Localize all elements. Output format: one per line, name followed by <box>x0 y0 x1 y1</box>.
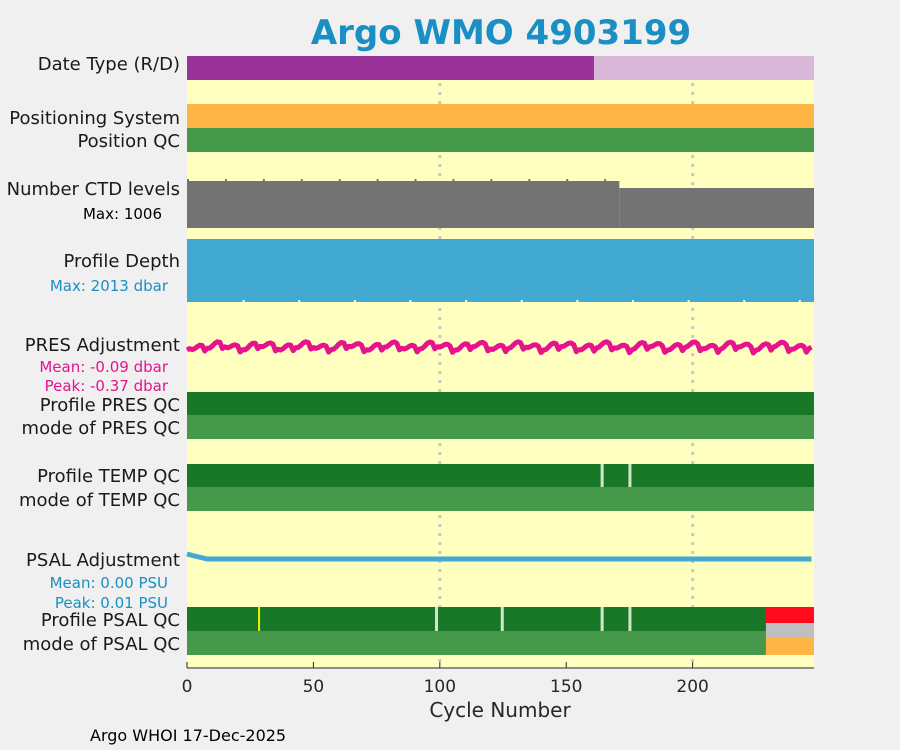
label-position-qc: Position QC <box>77 131 180 152</box>
ctd-level-mark <box>224 179 227 182</box>
ctd-level-mark <box>187 179 189 182</box>
profile-depth-gap <box>520 300 523 303</box>
ctd-level-mark <box>414 179 417 182</box>
label-profile-psal-qc: Profile PSAL QC <box>41 610 180 631</box>
mode-psal-qc-bar <box>187 631 766 655</box>
x-tick-label: 150 <box>550 677 582 697</box>
ctd-level-mark <box>604 179 607 182</box>
profile-depth-gap <box>353 300 356 303</box>
profile-psal-qc-missing-bar <box>765 623 814 638</box>
psal-peak-label: Peak: 0.01 PSU <box>55 594 168 612</box>
profile-temp-qc-exception <box>628 464 632 487</box>
profile-psal-qc-white-exception <box>435 607 439 631</box>
date-type-delayed-bar <box>594 56 814 80</box>
ctd-level-mark <box>262 179 265 182</box>
ctd-level-mark <box>566 179 569 182</box>
label-pres-adjustment: PRES Adjustment <box>25 335 180 356</box>
x-tick-label: 100 <box>424 677 456 697</box>
label-profile-temp-qc: Profile TEMP QC <box>37 466 180 487</box>
pres-adjustment-line <box>185 339 813 356</box>
ctd-level-mark <box>300 179 303 182</box>
ctd-level-mark <box>490 179 493 182</box>
psal-adjustment-line <box>186 551 812 562</box>
positioning-system-bar <box>187 104 814 128</box>
profile-depth-bar <box>187 239 814 302</box>
profile-depth-gap <box>298 300 301 303</box>
plot-background <box>187 56 814 668</box>
ctd-level-mark <box>528 179 531 182</box>
mode-temp-qc-bar <box>187 487 814 511</box>
label-date-type: Date Type (R/D) <box>38 54 180 75</box>
profile-depth-gap <box>743 300 746 303</box>
profile-depth-gap <box>798 300 801 303</box>
profile-psal-qc-bar <box>187 607 766 631</box>
label-positioning-system: Positioning System <box>9 108 180 129</box>
x-tick-label: 50 <box>303 677 325 697</box>
chart-title: Argo WMO 4903199 <box>311 13 691 53</box>
profile-psal-qc-white-exception <box>500 607 504 631</box>
label-mode-psal-qc: mode of PSAL QC <box>23 634 180 655</box>
x-axis-label: Cycle Number <box>429 698 571 722</box>
label-mode-pres-qc: mode of PRES QC <box>22 418 180 439</box>
label-ctd-levels: Number CTD levels <box>7 179 180 200</box>
profile-psal-qc-white-exception <box>628 607 632 631</box>
psal-mean-label: Mean: 0.00 PSU <box>50 574 168 592</box>
mode-psal-qc-probably-good-bar <box>765 638 814 655</box>
ctd-levels-bar-late <box>619 188 814 228</box>
pres-peak-label: Peak: -0.37 dbar <box>45 377 169 395</box>
status-rows <box>185 56 814 655</box>
profile-depth-gap <box>576 300 579 303</box>
ctd-level-mark <box>376 179 379 182</box>
footer-credit: Argo WHOI 17-Dec-2025 <box>90 726 286 745</box>
profile-depth-gap <box>687 300 690 303</box>
date-type-realtime-bar <box>187 56 595 80</box>
label-profile-depth: Profile Depth <box>63 251 180 272</box>
profile-depth-gap <box>409 300 412 303</box>
label-mode-temp-qc: mode of TEMP QC <box>19 490 180 511</box>
x-ticks: 0 50 100 150 200 <box>182 662 709 697</box>
x-tick-label: 0 <box>182 677 193 697</box>
label-psal-adjustment: PSAL Adjustment <box>26 550 180 571</box>
profile-depth-gap <box>465 300 468 303</box>
ctd-max-label: Max: 1006 <box>83 205 162 223</box>
profile-psal-qc-bad-bar <box>765 607 814 623</box>
ctd-level-mark <box>452 179 455 182</box>
profile-pres-qc-bar <box>187 392 814 415</box>
label-profile-pres-qc: Profile PRES QC <box>40 395 180 416</box>
profile-psal-qc-white-exception <box>600 607 604 631</box>
depth-max-label: Max: 2013 dbar <box>50 277 169 295</box>
mode-pres-qc-bar <box>187 415 814 439</box>
profile-depth-gap <box>631 300 634 303</box>
position-qc-bar <box>187 128 814 152</box>
profile-depth-gap <box>242 300 245 303</box>
profile-psal-qc-yellow-exception <box>258 607 261 631</box>
profile-temp-qc-exception <box>600 464 604 487</box>
profile-temp-qc-bar <box>187 464 814 487</box>
ctd-level-mark <box>338 179 341 182</box>
ctd-levels-bar-early <box>187 181 620 228</box>
grid-lines <box>438 56 695 668</box>
pres-mean-label: Mean: -0.09 dbar <box>39 358 169 376</box>
x-tick-label: 200 <box>676 677 708 697</box>
